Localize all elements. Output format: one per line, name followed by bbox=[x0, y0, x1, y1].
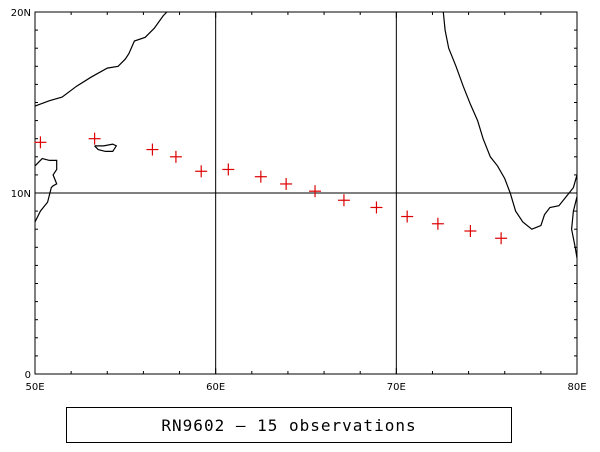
observation-marker bbox=[495, 232, 508, 245]
lon-tick-label: 50E bbox=[25, 382, 44, 393]
lat-tick-label: 10N bbox=[11, 189, 31, 200]
observation-marker bbox=[337, 194, 350, 207]
observation-marker bbox=[280, 177, 293, 190]
observation-marker bbox=[370, 201, 383, 214]
observation-marker bbox=[222, 163, 235, 176]
observation-marker bbox=[401, 210, 414, 223]
caption-text: RN9602 – 15 observations bbox=[161, 415, 417, 435]
axis-labels: 50E 60E 70E 80E 0 10N 20N bbox=[11, 8, 587, 393]
observation-marker bbox=[88, 132, 101, 145]
lon-tick-label: 60E bbox=[206, 382, 225, 393]
horn-of-africa-coastline bbox=[34, 157, 58, 223]
observation-marker bbox=[464, 225, 477, 238]
observation-marker bbox=[254, 170, 267, 183]
observation-marker bbox=[34, 136, 47, 149]
arabia-somalia-coastline bbox=[34, 11, 168, 107]
observation-marker bbox=[309, 185, 322, 198]
observation-marker bbox=[146, 143, 159, 156]
sri-lanka-coastline bbox=[570, 196, 578, 259]
observation-marker bbox=[169, 150, 182, 163]
observation-markers bbox=[34, 132, 508, 245]
caption-box: RN9602 – 15 observations bbox=[66, 407, 512, 443]
india-west-coastline bbox=[442, 11, 578, 230]
socotra-island bbox=[94, 143, 118, 152]
lon-tick-label: 80E bbox=[567, 382, 586, 393]
coastline-layer bbox=[34, 11, 578, 259]
observation-marker bbox=[195, 165, 208, 178]
axis-ticks bbox=[34, 11, 578, 375]
lon-tick-label: 70E bbox=[387, 382, 406, 393]
observation-marker bbox=[431, 217, 444, 230]
gridline-layer bbox=[35, 12, 577, 374]
lat-tick-label: 0 bbox=[25, 370, 31, 381]
lat-tick-label: 20N bbox=[11, 8, 31, 19]
